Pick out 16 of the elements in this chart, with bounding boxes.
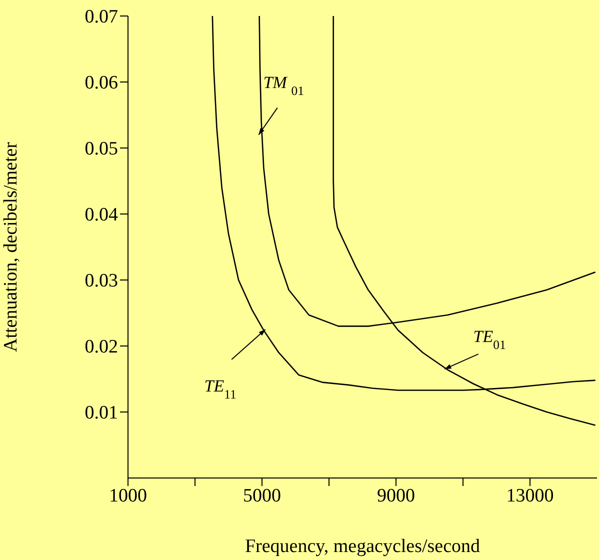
x-tick-label: 5000 xyxy=(243,485,281,506)
y-tick-label: 0.05 xyxy=(84,138,118,160)
x-tick-label: 13000 xyxy=(506,485,554,506)
x-axis-title: Frequency, megacycles/second xyxy=(244,536,481,557)
x-tick-label: 9000 xyxy=(377,485,415,506)
y-tick-label: 0.03 xyxy=(84,270,118,292)
y-tick-label: 0.06 xyxy=(84,72,118,94)
annotation: TM $_{01}$ xyxy=(263,72,304,98)
x-tick-label: 1000 xyxy=(109,485,147,506)
y-tick-label: 0.07 xyxy=(84,6,118,28)
y-axis-title: Attenuation, decibels/meter xyxy=(0,141,22,352)
annotation: TE$_{11}$ xyxy=(204,376,236,402)
y-tick-label: 0.04 xyxy=(84,204,118,226)
annotation: TE$_{01}$ xyxy=(473,327,506,352)
y-tick-label: 0.02 xyxy=(84,336,118,358)
y-tick-label: 0.01 xyxy=(84,402,118,424)
